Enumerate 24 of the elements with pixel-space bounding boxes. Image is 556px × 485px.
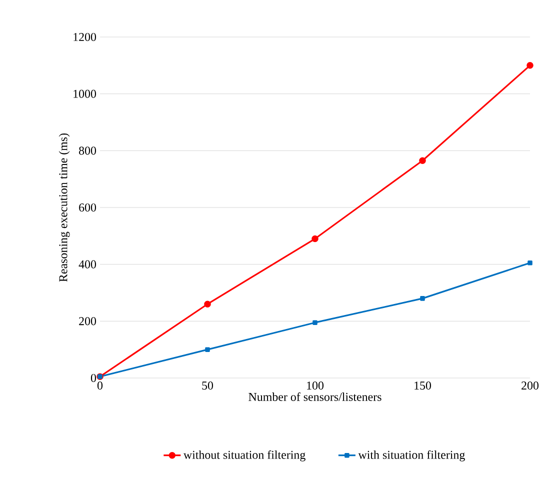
- point: [419, 157, 426, 164]
- x-tick-label: 0: [97, 382, 103, 390]
- y-tick-label: 600: [79, 203, 96, 212]
- y-tick-label: 1200: [74, 32, 96, 42]
- y-tick-label: 1000: [74, 90, 96, 98]
- point: [204, 300, 211, 308]
- x-axis-title: Number of sensors/listeners: [248, 392, 382, 401]
- point: [205, 347, 210, 352]
- point: [312, 235, 318, 242]
- y-tick-label: 400: [78, 260, 96, 268]
- y-tick-label: 0: [90, 374, 96, 382]
- y-axis-title: Reasoning execution time (ms): [58, 133, 70, 282]
- x-tick-label: 50: [202, 382, 214, 390]
- x-tick-label: 150: [414, 382, 432, 390]
- x-tick-label: 100: [307, 382, 324, 390]
- point: [528, 260, 532, 266]
- y-tick-label: 800: [79, 146, 96, 155]
- point: [420, 296, 425, 301]
- x-tick-label: 200: [522, 382, 539, 390]
- y-tick-label: 200: [79, 317, 96, 326]
- legend-label: with situation filtering: [358, 450, 465, 462]
- point: [526, 62, 534, 69]
- legend-label: without situation filtering: [183, 450, 306, 462]
- point: [312, 320, 318, 325]
